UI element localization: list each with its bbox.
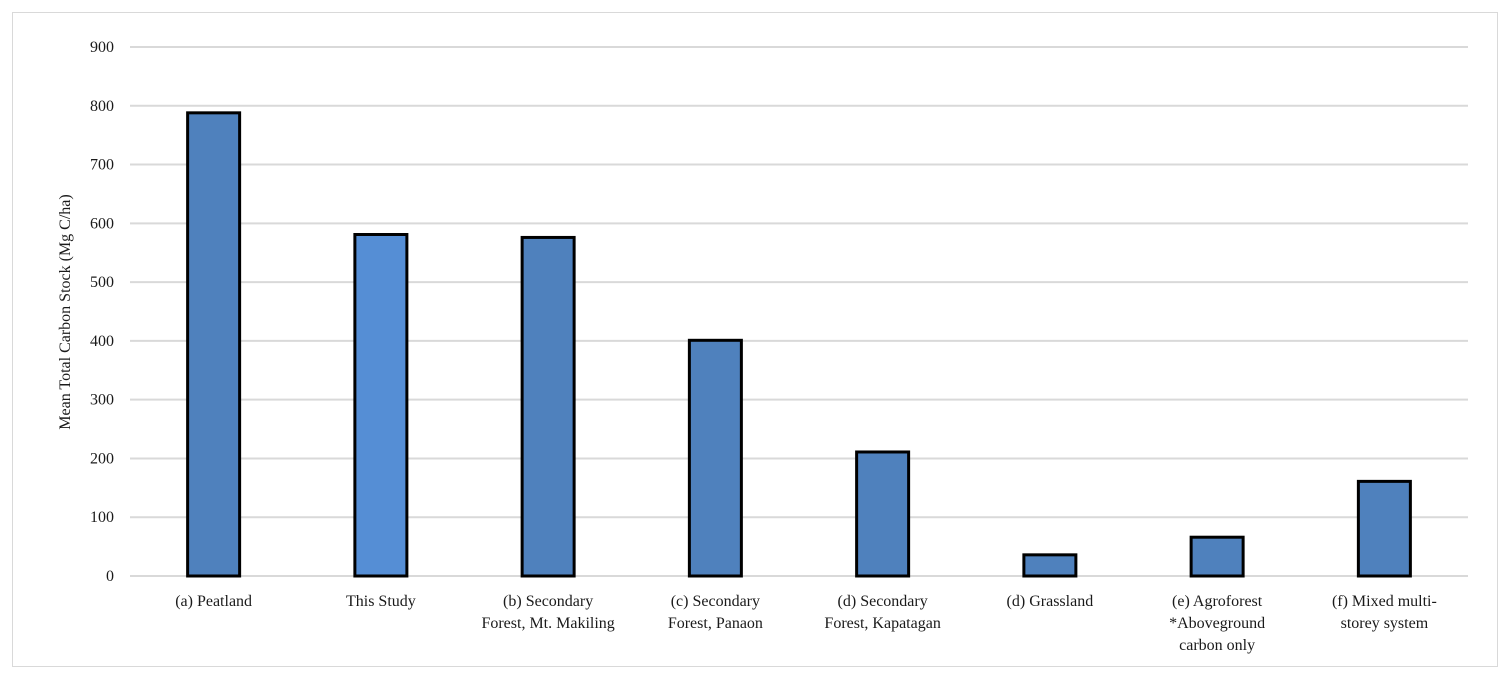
x-category-label: This Study xyxy=(346,593,416,610)
x-category-line: Forest, Panaon xyxy=(668,615,763,632)
y-tick-label: 900 xyxy=(90,39,114,56)
y-tick-label: 100 xyxy=(90,509,114,526)
x-category-line: (d) Grassland xyxy=(1007,593,1094,610)
bar-0 xyxy=(186,111,242,578)
x-category-label: (c) Secondary Forest, Panaon xyxy=(668,593,763,632)
x-category-label: (f) Mixed multi-storey system xyxy=(1332,593,1437,632)
chart-frame xyxy=(12,12,1498,667)
bars xyxy=(186,111,1412,578)
x-category-label: (b) Secondary Forest, Mt. Makiling xyxy=(481,593,614,632)
x-category-line: (b) Secondary xyxy=(503,593,593,610)
gridlines xyxy=(130,46,1468,577)
bar-1 xyxy=(353,233,409,578)
x-category-line: (a) Peatland xyxy=(175,593,252,610)
x-category-line: storey system xyxy=(1341,615,1429,632)
y-tick-label: 500 xyxy=(90,274,114,291)
bar-5 xyxy=(1022,553,1078,578)
bar-3 xyxy=(687,338,743,578)
x-category-line: Forest, Kapatagan xyxy=(824,615,940,632)
y-tick-label: 800 xyxy=(90,98,114,115)
x-category-line: (c) Secondary xyxy=(671,593,760,610)
x-category-label: (a) Peatland xyxy=(175,593,252,610)
y-tick-label: 600 xyxy=(90,215,114,232)
x-category-line: (e) Agroforest xyxy=(1172,593,1263,610)
x-axis-categories: (a) Peatland This Study (b) Secondary Fores… xyxy=(175,593,1437,654)
y-tick-label: 0 xyxy=(106,568,114,585)
y-tick-label: 300 xyxy=(90,392,114,409)
y-axis-ticks: 0 100 200 300 400 500 600 700 800 900 xyxy=(90,39,114,585)
x-category-label: (d) Grassland xyxy=(1007,593,1094,610)
x-category-label: (e) Agroforest *Aboveground carbon only xyxy=(1169,593,1265,654)
x-category-line: (f) Mixed multi- xyxy=(1332,593,1437,610)
bar-7 xyxy=(1356,479,1412,578)
x-category-line: Forest, Mt. Makiling xyxy=(481,615,614,632)
bar-2 xyxy=(520,235,576,578)
y-tick-label: 400 xyxy=(90,333,114,350)
x-category-line: This Study xyxy=(346,593,416,610)
x-category-label: (d) Secondary Forest, Kapatagan xyxy=(824,593,940,632)
y-tick-label: 700 xyxy=(90,157,114,174)
y-axis-label: Mean Total Carbon Stock (Mg C/ha) xyxy=(57,194,74,429)
y-tick-label: 200 xyxy=(90,450,114,467)
bar-6 xyxy=(1189,535,1245,578)
x-category-line: (d) Secondary xyxy=(838,593,928,610)
x-category-line: *Aboveground xyxy=(1169,615,1265,632)
x-category-line: carbon only xyxy=(1179,637,1255,654)
bar-4 xyxy=(855,450,911,578)
